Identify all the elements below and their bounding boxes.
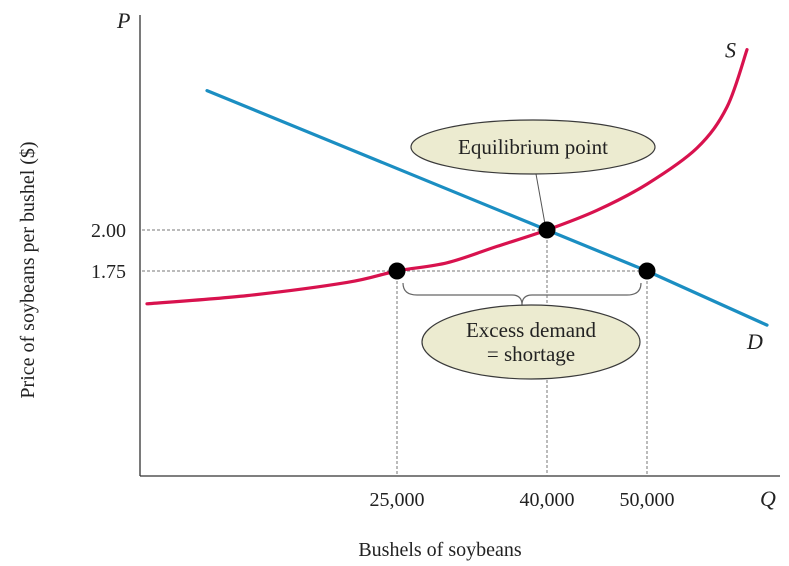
equilibrium-callout-text: Equilibrium point: [458, 135, 608, 159]
shortage-callout-bubble: [421, 304, 641, 380]
data-point: [388, 262, 406, 280]
x-tick-label: 50,000: [620, 489, 675, 511]
equilibrium-callout: Equilibrium point: [410, 119, 656, 225]
shortage-brace: [402, 282, 642, 306]
x-tick-label: 25,000: [370, 489, 425, 511]
curve-label-d: D: [746, 329, 763, 354]
curve-s: [145, 48, 749, 306]
y-axis-symbol: P: [116, 8, 130, 33]
curves: [145, 48, 769, 327]
y-axis-label: Price of soybeans per bushel ($): [17, 141, 39, 398]
x-tick-label: 40,000: [520, 489, 575, 511]
equilibrium-callout-bubble: [410, 119, 656, 175]
data-points: [388, 221, 656, 280]
x-axis-symbol: Q: [760, 486, 776, 511]
shortage-callout-line-2: = shortage: [487, 342, 575, 366]
curve-label-s: S: [725, 38, 736, 63]
curve-d: [205, 89, 769, 327]
y-tick-label: 1.75: [91, 261, 126, 283]
y-tick-label: 2.00: [91, 220, 126, 242]
data-point: [538, 221, 556, 239]
shortage-callout: Excess demand = shortage: [421, 304, 641, 380]
equilibrium-pointer-line: [535, 173, 546, 225]
curve-labels: SD: [725, 38, 763, 355]
data-point: [638, 262, 656, 280]
tick-labels: 25,000 40,000 50,000 2.00 1.75: [91, 220, 675, 511]
x-axis-label: Bushels of soybeans: [358, 539, 522, 561]
shortage-callout-line-1: Excess demand: [466, 318, 597, 342]
